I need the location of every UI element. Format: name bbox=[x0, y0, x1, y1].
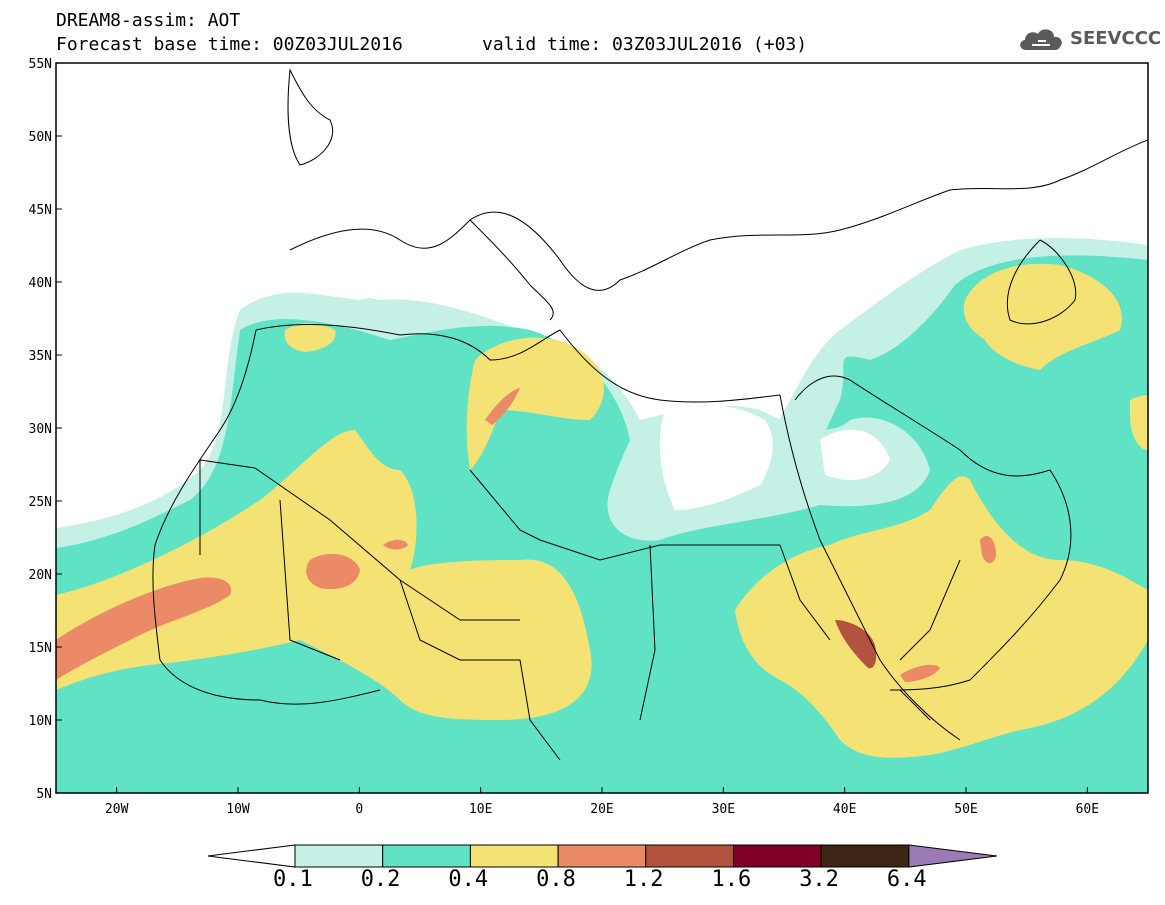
colorbar-label: 0.8 bbox=[536, 867, 576, 892]
colorbar-segment bbox=[469, 844, 559, 868]
lon-tick-label: 40E bbox=[833, 802, 856, 817]
clear-zone-arabia bbox=[820, 429, 890, 480]
aot-band-0.4-libya bbox=[466, 337, 604, 470]
coastline-italy bbox=[469, 219, 554, 321]
aot-band-0.8-algeria bbox=[383, 539, 408, 550]
colorbar-label: 6.4 bbox=[886, 867, 927, 892]
coastline-uk bbox=[287, 68, 334, 166]
coastline-north-africa bbox=[255, 324, 781, 403]
coastline-africa-west bbox=[152, 329, 381, 705]
colorbar-low-arrow bbox=[207, 844, 296, 868]
cloud-icon bbox=[1020, 29, 1062, 50]
lon-tick-label: 20W bbox=[105, 802, 129, 817]
lat-tick-label: 45N bbox=[29, 203, 52, 218]
colorbar-label: 1.2 bbox=[623, 867, 664, 892]
clear-zone-europe bbox=[56, 63, 1148, 335]
map-title: DREAM8-assim: AOT bbox=[56, 10, 241, 31]
lon-tick-label: 10W bbox=[226, 802, 250, 817]
colorbar-segment bbox=[820, 844, 910, 868]
colorbar-label: 0.4 bbox=[448, 867, 489, 892]
lon-tick-label: 10E bbox=[469, 802, 492, 817]
colorbar-high-arrow bbox=[908, 844, 997, 868]
aot-band-0.8-senegal bbox=[56, 577, 232, 680]
latitude-axis: 55N 50N 45N 40N 35N 30N 25N 20N 15N 10N 5N bbox=[29, 57, 62, 802]
border-horn bbox=[779, 544, 961, 721]
lon-tick-label: 30E bbox=[712, 802, 735, 817]
aot-field bbox=[56, 63, 1148, 793]
lat-tick-label: 10N bbox=[29, 714, 52, 729]
lat-tick-label: 20N bbox=[29, 568, 52, 583]
aot-band-0.8-saudi bbox=[980, 535, 996, 564]
aot-band-0.4-morocco bbox=[284, 323, 336, 352]
aot-band-0.4-caspian bbox=[963, 263, 1122, 370]
lat-tick-label: 25N bbox=[29, 495, 52, 510]
coastline-europe bbox=[289, 139, 1148, 291]
logo-text: SEEVCCC bbox=[1070, 28, 1162, 49]
forecast-base-time: Forecast base time: 00Z03JUL2016 bbox=[56, 34, 403, 55]
clear-zone-egypt-core bbox=[659, 404, 773, 510]
lon-tick-label: 20E bbox=[590, 802, 613, 817]
lon-tick-label: 60E bbox=[1076, 802, 1099, 817]
aot-band-0.8-yemen bbox=[900, 664, 940, 682]
colorbar-segment bbox=[733, 844, 822, 868]
colorbar-label: 1.6 bbox=[711, 867, 752, 892]
colorbar-label: 0.1 bbox=[273, 867, 313, 892]
lat-tick-label: 35N bbox=[29, 349, 52, 364]
coastline-caspian bbox=[1006, 239, 1077, 325]
aot-band-0.4-arabia bbox=[735, 476, 1148, 758]
colorbar-segment bbox=[382, 844, 471, 868]
colorbar-segment bbox=[645, 844, 734, 868]
colorbar bbox=[207, 844, 997, 868]
coastline-red-sea bbox=[779, 394, 961, 741]
colorbar-segment bbox=[557, 844, 647, 868]
aot-band-0.8-mali bbox=[306, 553, 360, 590]
lat-tick-label: 55N bbox=[29, 57, 52, 72]
lat-tick-label: 50N bbox=[29, 130, 52, 145]
valid-time: valid time: 03Z03JUL2016 (+03) bbox=[482, 34, 808, 55]
colorbar-segment bbox=[294, 844, 384, 868]
lon-tick-label: 50E bbox=[954, 802, 977, 817]
aot-band-0.8-tunisia bbox=[485, 388, 520, 425]
lat-tick-label: 40N bbox=[29, 276, 52, 291]
lat-tick-label: 5N bbox=[36, 787, 52, 802]
lon-tick-label: 0 bbox=[355, 802, 363, 817]
coastline-arabia bbox=[794, 375, 1072, 691]
coastlines bbox=[152, 68, 1148, 761]
colorbar-label: 0.2 bbox=[360, 867, 401, 892]
border-sahel bbox=[279, 499, 656, 761]
lat-tick-label: 15N bbox=[29, 641, 52, 656]
aot-band-0.4-iran bbox=[1130, 395, 1148, 450]
lat-tick-label: 30N bbox=[29, 422, 52, 437]
seevccc-logo: SEEVCCC bbox=[1016, 24, 1161, 54]
colorbar-label: 3.2 bbox=[799, 867, 839, 892]
longitude-axis: 20W 10W 0 10E 20E 30E 40E 50E 60E bbox=[105, 787, 1099, 817]
